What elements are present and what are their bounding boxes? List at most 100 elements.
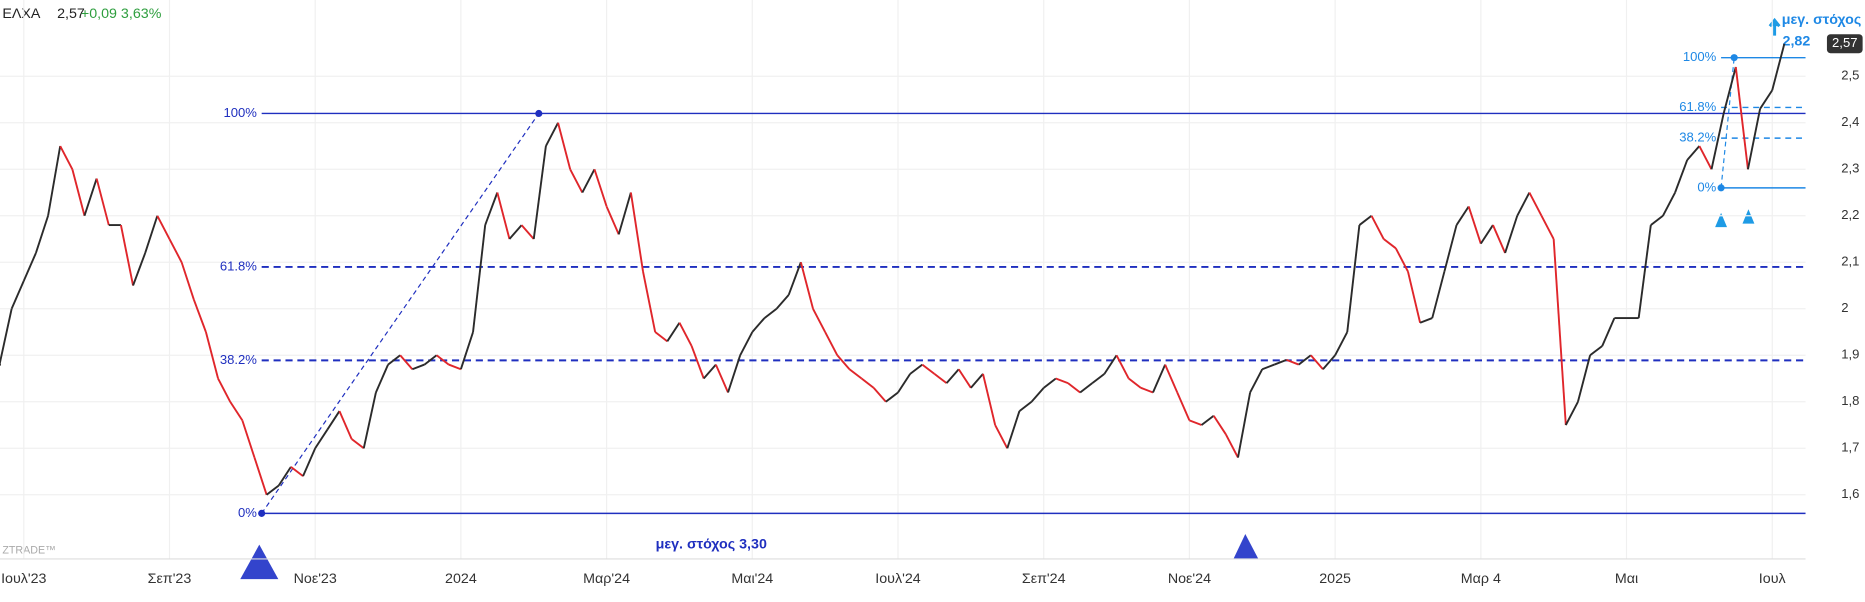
price-segment [1698,145,1713,170]
price-segment [1018,401,1033,412]
x-tick-label: Νοε'24 [1168,571,1211,587]
x-tick-label: Σεπ'23 [148,571,192,587]
y-tick-label: 2,5 [1841,68,1859,83]
price-segment [1237,392,1252,458]
y-tick-label: 2 [1841,300,1848,315]
price-segment [423,354,438,366]
price-segment [1747,108,1762,170]
fib-label: 61.8% [220,258,257,273]
price-segment [1128,377,1142,389]
price-segment [1152,364,1167,393]
price-segment [436,354,450,366]
price-segment [1650,215,1664,226]
price-segment [945,368,960,384]
price-segment [1358,215,1373,226]
price-segment [83,178,98,217]
signal-triangle [240,544,279,580]
fib-anchor [535,109,543,118]
price-segment [861,377,875,389]
price-segment [1528,192,1543,217]
price-segment [496,192,511,240]
price-segment [1734,66,1749,170]
target-price: 2,82 [1783,33,1811,49]
price-segment [1200,414,1215,426]
price-segment [1722,66,1737,114]
price-segment [71,169,86,217]
price-segment [459,331,474,370]
price-segment [1164,364,1179,393]
price-segment [1552,238,1567,426]
fib-anchor [1730,54,1738,62]
price-segment [1504,215,1519,254]
price-segment [1443,224,1458,272]
price-segment [593,168,608,207]
x-tick-label: Νοε'23 [294,571,337,587]
price-segment [605,206,620,235]
price-segment [545,122,559,147]
last-price-badge [1826,34,1863,54]
price-segment [204,331,219,379]
price-segment [1346,224,1361,333]
price-segment [1274,359,1287,366]
price-segment [1103,354,1118,375]
price-segment [1091,373,1105,384]
price-segment [180,261,195,300]
price-segment [1298,354,1312,366]
target-label: μεγ. στόχος 3,30 [656,536,767,552]
y-tick-label: 2,1 [1841,254,1859,269]
price-segment [970,373,984,389]
price-segment [144,215,159,254]
ticker: ΕΛΧΑ [2,6,41,22]
price-segment [1455,205,1470,226]
last-price-label: 2,57 [1832,35,1857,50]
price-segment [472,224,487,333]
price-segment [1492,224,1506,254]
x-tick-label: 2024 [445,571,477,587]
price-segment [569,168,584,193]
price-segment [812,308,826,333]
y-tick-label: 1,7 [1841,440,1859,455]
price-segment [617,192,632,235]
price-segment [362,392,377,449]
price-segment [1249,368,1264,393]
price-segment [1370,215,1385,240]
price-segment [1674,159,1689,193]
price-segment [982,373,997,426]
x-tick-label: Μαι [1615,571,1638,587]
price-segment [1030,387,1045,403]
price-segment [1589,345,1603,357]
price-segment [1261,363,1275,371]
price-segment [1006,410,1021,449]
price-segment [1055,377,1069,385]
price-segment [47,145,62,216]
y-tick-label: 2,2 [1841,207,1859,222]
price-segment [1189,419,1202,426]
price-segment [787,261,802,296]
fib-label: 100% [1683,49,1717,64]
price-segment [739,331,754,356]
price-segment [957,368,972,389]
price-segment [715,364,729,393]
price-segment [1564,401,1579,426]
price-segment [678,322,693,347]
price-segment [95,178,110,226]
price-segment [1115,354,1130,379]
fib-anchor [258,509,266,517]
y-tick-label: 2,4 [1841,114,1859,129]
x-tick-label: Σεπ'24 [1022,571,1066,587]
price-segment [1176,392,1191,421]
price-segment [824,331,839,356]
x-tick-label: Μαι'24 [731,571,773,587]
y-tick-label: 1,8 [1841,393,1859,408]
fib-label: 0% [1697,179,1716,194]
price-segment [1212,415,1227,435]
price-segment [690,345,705,379]
price-segment [1480,224,1494,245]
price-segment [909,363,923,375]
price-segment [399,354,414,370]
price-segment [290,466,304,477]
price-segment [1310,354,1324,370]
y-tick-label: 2,3 [1841,161,1859,176]
price-segment [581,168,596,193]
